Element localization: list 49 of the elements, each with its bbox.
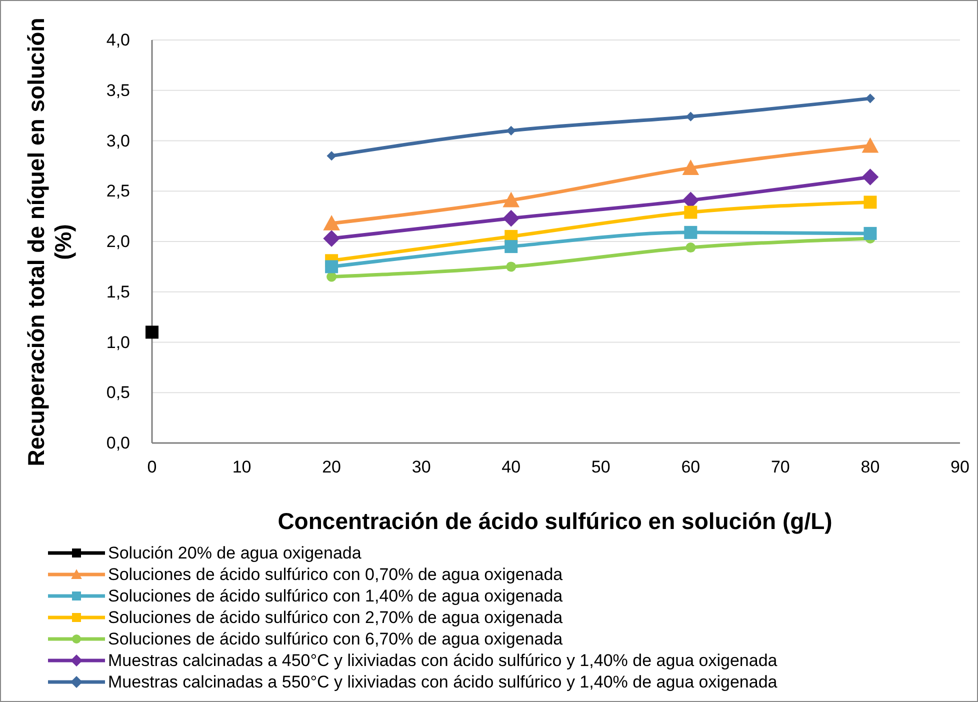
y-tick-label: 1,0 xyxy=(106,332,130,352)
y-tick-label: 0,0 xyxy=(106,434,130,452)
point xyxy=(502,210,520,227)
legend-label: Soluciones de ácido sulfúrico con 6,70% de agua oxigenada xyxy=(108,630,564,648)
y-tick-label: 2,0 xyxy=(106,232,130,251)
point xyxy=(682,160,700,175)
point xyxy=(686,112,696,122)
point xyxy=(326,272,337,282)
y-tick-label: 4,0 xyxy=(106,30,130,50)
x-tick-label: 40 xyxy=(502,458,521,476)
point xyxy=(502,192,520,208)
legend-label: Soluciones de ácido sulfúrico con 2,70% de agua oxigenada xyxy=(108,608,564,627)
y-tick-label: 0,5 xyxy=(106,383,130,402)
x-tick-label: 70 xyxy=(770,458,790,476)
point xyxy=(864,226,877,240)
point xyxy=(865,94,876,104)
x-tick-label: 80 xyxy=(860,458,880,476)
y-axis-title: Recuperación total de níquel en solución (%) xyxy=(23,18,76,466)
point xyxy=(862,168,879,186)
x-tick-label: 30 xyxy=(412,458,431,476)
y-tick-label: 1,5 xyxy=(106,282,130,302)
point xyxy=(326,151,336,161)
legend-label: Muestras calcinadas a 450°C y lixiviadas con ácido sulfúrico y 1,40% de agua oxigenada xyxy=(108,651,778,670)
y-tick-label: 3,0 xyxy=(106,131,130,150)
point xyxy=(864,196,877,209)
point xyxy=(323,230,340,247)
point xyxy=(504,240,518,254)
y-tick-label: 3,5 xyxy=(106,80,130,100)
point xyxy=(686,242,696,253)
legend-label: Solución 20% de agua oxigenada xyxy=(108,544,362,562)
point xyxy=(506,126,516,136)
legend-label: Muestras calcinadas a 550°C y lixiviadas con ácido sulfúrico y 1,40% de agua oxigenada xyxy=(108,672,778,692)
point xyxy=(862,137,879,153)
legend-label: Soluciones de ácido sulfúrico con 0,70% de agua oxigenada xyxy=(108,565,564,584)
legend-label: Soluciones de ácido sulfúrico con 1,40% de agua oxigenada xyxy=(108,586,564,606)
point xyxy=(506,262,516,272)
point xyxy=(323,214,340,230)
x-tick-label: 60 xyxy=(681,458,700,476)
point xyxy=(325,260,338,274)
point xyxy=(684,206,698,219)
point xyxy=(146,326,158,339)
x-axis-title: Concentración de ácido sulfúrico en solución (g/L) xyxy=(278,508,832,534)
x-tick-label: 0 xyxy=(147,458,157,476)
x-tick-label: 50 xyxy=(591,458,610,476)
point xyxy=(684,226,698,239)
x-tick-label: 20 xyxy=(322,458,342,476)
x-tick-label: 90 xyxy=(950,458,970,476)
y-tick-label: 2,5 xyxy=(106,182,130,201)
x-tick-label: 10 xyxy=(232,458,252,476)
